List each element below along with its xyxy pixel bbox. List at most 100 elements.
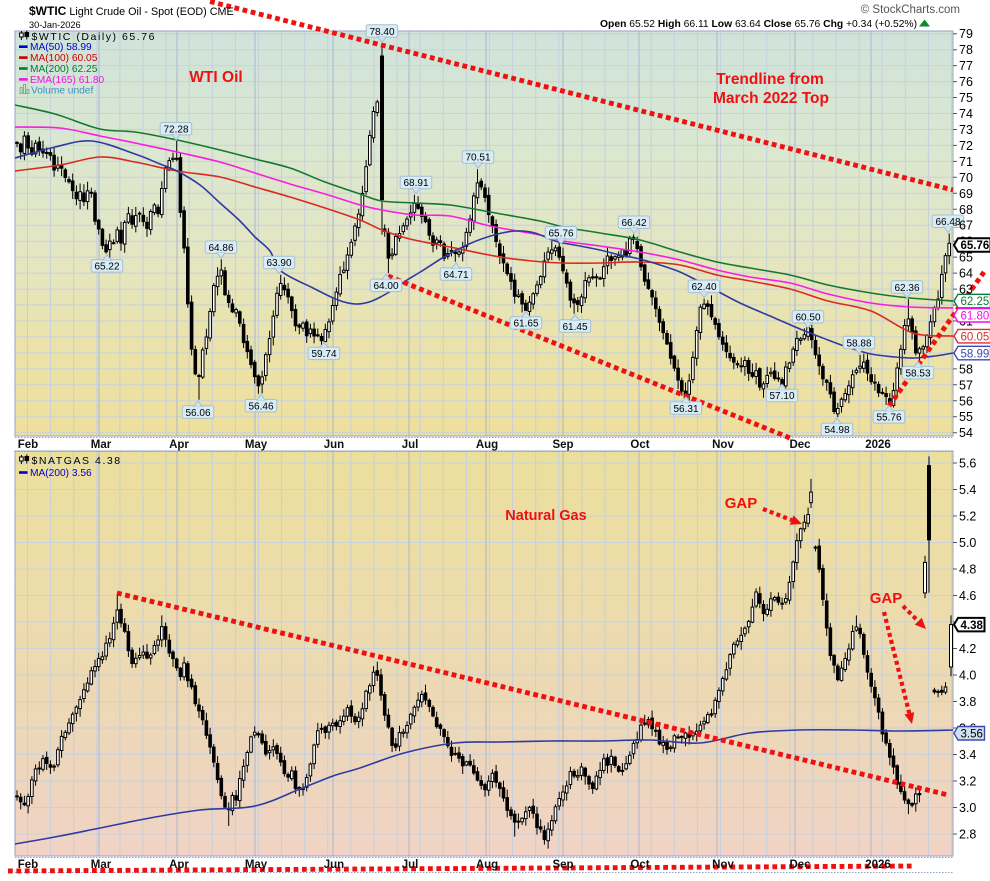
svg-text:MA(200) 3.56: MA(200) 3.56 [30,468,92,479]
svg-text:Sep: Sep [552,859,573,871]
svg-text:3.4: 3.4 [959,748,976,762]
svg-text:5.4: 5.4 [959,483,976,497]
svg-text:54.98: 54.98 [824,425,849,436]
svg-text:56.31: 56.31 [673,404,698,415]
svg-text:56: 56 [959,394,973,408]
svg-text:Trendline from: Trendline from [716,71,824,88]
svg-text:Aug: Aug [476,439,498,451]
svg-text:Feb: Feb [18,439,38,451]
svg-text:58: 58 [959,362,973,376]
svg-text:4.8: 4.8 [959,563,976,577]
svg-text:65.76: 65.76 [961,240,990,252]
svg-text:55.76: 55.76 [876,413,901,424]
svg-text:61.45: 61.45 [562,322,587,333]
svg-text:Feb: Feb [18,859,38,871]
svg-text:58.88: 58.88 [846,338,871,349]
svg-text:MA(200) 62.25: MA(200) 62.25 [30,64,98,75]
svg-text:2.8: 2.8 [959,828,976,842]
svg-text:62.36: 62.36 [894,283,919,294]
svg-text:63.90: 63.90 [266,258,291,269]
svg-text:66.48: 66.48 [935,217,960,228]
svg-text:Open 65.52 High 66.11 Low 63.6: Open 65.52 High 66.11 Low 63.64 Close 65… [600,19,917,30]
svg-text:58.99: 58.99 [961,348,990,360]
svg-text:GAP: GAP [870,590,903,607]
svg-text:5.6: 5.6 [959,457,976,471]
svg-text:Mar: Mar [91,859,112,871]
svg-text:EMA(165) 61.80: EMA(165) 61.80 [30,75,105,86]
svg-text:3.56: 3.56 [961,729,983,741]
svg-text:78.40: 78.40 [369,27,394,38]
svg-text:4.0: 4.0 [959,669,976,683]
svg-text:Sep: Sep [552,439,573,451]
svg-text:4.2: 4.2 [959,642,976,656]
svg-text:61.80: 61.80 [961,310,990,322]
svg-text:MA(50) 58.99: MA(50) 58.99 [30,42,92,53]
svg-text:74: 74 [959,107,973,121]
svg-text:3.2: 3.2 [959,775,976,789]
svg-text:Jun: Jun [324,439,344,451]
svg-text:72.28: 72.28 [163,125,188,136]
svg-text:75: 75 [959,91,973,105]
svg-text:65.22: 65.22 [94,262,119,273]
svg-text:73: 73 [959,123,973,137]
svg-text:60.50: 60.50 [795,313,820,324]
svg-text:5.2: 5.2 [959,510,976,524]
svg-text:58.53: 58.53 [905,368,930,379]
svg-text:Dec: Dec [789,439,811,451]
svg-text:72: 72 [959,139,973,153]
svg-text:4.38: 4.38 [961,620,984,632]
svg-text:76: 76 [959,75,973,89]
svg-text:4.6: 4.6 [959,589,976,603]
svg-text:$WTIC Light Crude Oil - Spot (: $WTIC Light Crude Oil - Spot (EOD) CME [29,4,234,18]
svg-text:May: May [245,439,268,451]
svg-text:2026: 2026 [865,439,891,451]
svg-text:2026: 2026 [865,859,891,871]
svg-text:March 2022 Top: March 2022 Top [713,90,829,107]
svg-text:Volume undef: Volume undef [31,86,93,97]
svg-text:66.42: 66.42 [621,218,646,229]
svg-text:© StockCharts.com: © StockCharts.com [861,4,960,16]
svg-text:62.25: 62.25 [961,296,990,308]
svg-text:Nov: Nov [712,859,734,871]
svg-text:MA(100) 60.05: MA(100) 60.05 [30,53,98,64]
svg-text:69: 69 [959,187,973,201]
svg-text:71: 71 [959,155,973,169]
svg-text:$WTIC (Daily) 65.76: $WTIC (Daily) 65.76 [32,31,157,43]
svg-text:5.0: 5.0 [959,536,976,550]
svg-text:56.06: 56.06 [185,408,210,419]
svg-text:GAP: GAP [725,495,758,512]
svg-text:60.05: 60.05 [961,331,990,343]
svg-text:Aug: Aug [476,859,498,871]
svg-text:Mar: Mar [91,439,112,451]
svg-text:Jul: Jul [402,859,419,871]
svg-text:64: 64 [959,267,973,281]
svg-text:77: 77 [959,59,973,73]
svg-text:May: May [245,859,268,871]
svg-text:64.71: 64.71 [443,270,468,281]
svg-text:Oct: Oct [630,439,649,451]
svg-text:54: 54 [959,426,973,440]
svg-text:79: 79 [959,27,973,41]
svg-text:30-Jan-2026: 30-Jan-2026 [29,20,81,30]
svg-text:3.0: 3.0 [959,801,976,815]
svg-text:Oct: Oct [630,859,649,871]
svg-text:78: 78 [959,43,973,57]
svg-text:Apr: Apr [169,439,189,451]
svg-text:57: 57 [959,378,973,392]
svg-text:63: 63 [959,283,973,297]
svg-text:64.86: 64.86 [208,243,233,254]
svg-text:65: 65 [959,251,973,265]
svg-text:Jul: Jul [402,439,419,451]
svg-text:3.8: 3.8 [959,695,976,709]
svg-text:Dec: Dec [789,859,811,871]
svg-text:70.51: 70.51 [465,153,490,164]
svg-text:70: 70 [959,171,973,185]
svg-text:Nov: Nov [712,439,734,451]
svg-text:56.46: 56.46 [248,401,273,412]
svg-text:64.00: 64.00 [373,281,398,292]
svg-text:Jun: Jun [324,859,344,871]
svg-text:62.40: 62.40 [691,282,716,293]
svg-text:55: 55 [959,410,973,424]
svg-text:65.76: 65.76 [548,229,573,240]
svg-text:59.74: 59.74 [311,349,336,360]
